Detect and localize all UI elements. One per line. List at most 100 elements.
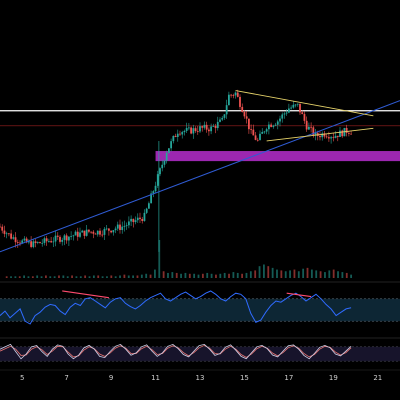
volume-bar	[75, 276, 78, 278]
candle-body	[59, 236, 61, 242]
candle-body	[201, 126, 204, 128]
stoch-band	[0, 346, 400, 362]
volume-bar	[88, 276, 91, 278]
volume-bar	[197, 274, 200, 278]
candle-body	[230, 94, 233, 96]
candle-body	[0, 226, 1, 228]
volume-bar	[171, 272, 174, 278]
candle-body	[176, 133, 179, 138]
candle-body	[219, 119, 221, 122]
candle-body	[61, 239, 64, 242]
candle-body	[87, 229, 90, 232]
candle-body	[214, 126, 217, 129]
candle-body	[345, 127, 348, 133]
volume-bar	[263, 264, 265, 278]
candle-body	[154, 185, 157, 192]
x-axis: 5 7 9 11 13 15 17 19 21	[0, 369, 400, 382]
volume-bar	[284, 271, 287, 278]
x-tick-label: 13	[196, 374, 205, 382]
volume-bar	[92, 275, 95, 278]
rsi-band	[0, 298, 400, 322]
volume-bar	[132, 275, 135, 278]
candle-body	[303, 114, 306, 121]
rsi-panel	[0, 281, 400, 339]
x-tick-label: 17	[284, 374, 293, 382]
x-tick-label: 9	[109, 374, 113, 382]
volume-bar	[162, 271, 165, 278]
x-tick-label: 21	[373, 374, 382, 382]
candle-body	[319, 135, 321, 138]
volume-bar	[271, 267, 274, 278]
price-panel	[0, 89, 400, 253]
candle-body	[136, 217, 139, 221]
candle-body	[294, 104, 297, 106]
volume-bar	[341, 272, 344, 278]
candle-body	[296, 103, 299, 105]
volume-bar	[58, 275, 60, 278]
candle-body	[223, 114, 226, 118]
volume-bar	[145, 273, 148, 278]
volume-bar	[149, 274, 152, 278]
candle-body	[125, 225, 128, 227]
volume-bar	[71, 275, 73, 278]
candle-body	[74, 231, 77, 236]
candle-body	[139, 217, 141, 219]
candle-body	[181, 132, 184, 135]
candle-body	[276, 121, 279, 125]
volume-bar	[31, 276, 34, 278]
candle-body	[36, 242, 39, 243]
volume-bar	[136, 275, 139, 278]
volume-bar	[167, 272, 169, 278]
candle-body	[305, 120, 308, 130]
candle-body	[21, 240, 24, 244]
volume-bar	[215, 274, 217, 278]
candle-body	[25, 238, 28, 243]
candle-body	[159, 168, 161, 175]
volume-bar	[14, 276, 17, 278]
candle-body	[94, 233, 97, 235]
rsi-divergence-line	[286, 292, 312, 298]
candle-body	[83, 230, 86, 236]
volume-bar	[350, 274, 353, 278]
volume-bar	[206, 272, 209, 278]
candle-body	[172, 135, 175, 142]
x-tick-label: 15	[240, 374, 249, 382]
volume-bar	[332, 269, 335, 278]
volume-bar	[324, 272, 326, 278]
volume-bar	[249, 271, 252, 278]
candle-body	[196, 131, 199, 132]
candle-body	[236, 92, 239, 97]
candle-body	[114, 228, 117, 231]
volume-bar	[123, 274, 126, 278]
volume-bar	[267, 266, 270, 278]
candle-body	[272, 125, 275, 127]
volume-bar	[236, 272, 239, 278]
candle-body	[314, 132, 317, 136]
candle-body	[350, 133, 353, 135]
volume-bar	[79, 276, 82, 278]
candle-body	[72, 235, 75, 237]
candle-body	[250, 129, 253, 130]
candle-body	[30, 241, 33, 247]
candle-body	[334, 135, 337, 138]
candle-body	[325, 136, 328, 138]
candle-body	[307, 126, 310, 130]
candle-body	[52, 241, 55, 243]
candle-body	[194, 128, 197, 132]
candle-body	[3, 230, 6, 234]
candle-body	[63, 235, 66, 240]
candle-body	[79, 232, 81, 237]
candle-body	[259, 133, 261, 140]
volume-bar	[280, 270, 283, 278]
triangle-lower-line	[266, 127, 374, 142]
volume-bar	[184, 272, 187, 278]
candle-body	[16, 242, 19, 243]
volume-bar	[114, 276, 117, 278]
candle-body	[267, 124, 270, 130]
x-tick-label: 7	[64, 374, 68, 382]
candle-body	[96, 230, 99, 235]
volume-bar	[36, 275, 39, 278]
volume-bar	[315, 270, 318, 278]
